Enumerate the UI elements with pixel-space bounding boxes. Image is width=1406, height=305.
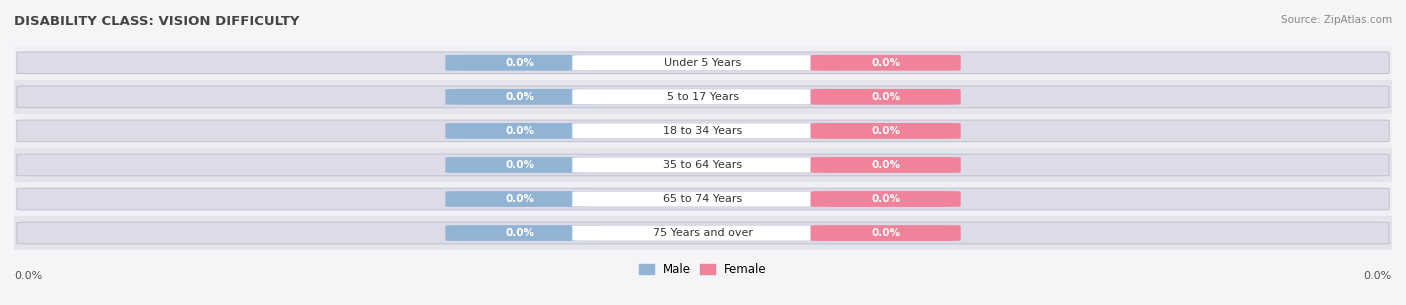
FancyBboxPatch shape [446, 123, 596, 139]
Text: 0.0%: 0.0% [506, 126, 534, 136]
Text: 35 to 64 Years: 35 to 64 Years [664, 160, 742, 170]
FancyBboxPatch shape [446, 89, 596, 105]
FancyBboxPatch shape [572, 89, 834, 105]
Text: 0.0%: 0.0% [506, 92, 534, 102]
FancyBboxPatch shape [17, 120, 1389, 142]
Text: DISABILITY CLASS: VISION DIFFICULTY: DISABILITY CLASS: VISION DIFFICULTY [14, 15, 299, 28]
Text: 0.0%: 0.0% [1364, 271, 1392, 281]
FancyBboxPatch shape [446, 191, 596, 207]
Text: 18 to 34 Years: 18 to 34 Years [664, 126, 742, 136]
FancyBboxPatch shape [572, 191, 834, 207]
FancyBboxPatch shape [810, 123, 960, 139]
FancyBboxPatch shape [17, 154, 1389, 176]
FancyBboxPatch shape [17, 188, 1389, 210]
FancyBboxPatch shape [17, 222, 1389, 244]
Text: 0.0%: 0.0% [872, 194, 900, 204]
Text: 0.0%: 0.0% [872, 126, 900, 136]
FancyBboxPatch shape [572, 225, 834, 241]
Bar [14, 114, 1392, 148]
Bar [14, 80, 1392, 114]
Text: 0.0%: 0.0% [872, 160, 900, 170]
Text: 0.0%: 0.0% [872, 58, 900, 68]
FancyBboxPatch shape [810, 225, 960, 241]
Text: Under 5 Years: Under 5 Years [665, 58, 741, 68]
Text: 0.0%: 0.0% [506, 58, 534, 68]
Text: 5 to 17 Years: 5 to 17 Years [666, 92, 740, 102]
FancyBboxPatch shape [446, 55, 596, 71]
Text: 0.0%: 0.0% [872, 92, 900, 102]
Text: 75 Years and over: 75 Years and over [652, 228, 754, 238]
FancyBboxPatch shape [572, 157, 834, 173]
FancyBboxPatch shape [810, 191, 960, 207]
FancyBboxPatch shape [810, 55, 960, 71]
Text: 0.0%: 0.0% [506, 160, 534, 170]
Bar [14, 148, 1392, 182]
FancyBboxPatch shape [17, 86, 1389, 108]
Text: 65 to 74 Years: 65 to 74 Years [664, 194, 742, 204]
Text: 0.0%: 0.0% [506, 228, 534, 238]
Text: 0.0%: 0.0% [872, 228, 900, 238]
Bar [14, 216, 1392, 250]
Text: 0.0%: 0.0% [506, 194, 534, 204]
Text: 0.0%: 0.0% [14, 271, 42, 281]
FancyBboxPatch shape [17, 52, 1389, 74]
Legend: Male, Female: Male, Female [634, 259, 772, 281]
FancyBboxPatch shape [446, 225, 596, 241]
FancyBboxPatch shape [446, 157, 596, 173]
Bar [14, 182, 1392, 216]
FancyBboxPatch shape [572, 55, 834, 71]
Bar [14, 46, 1392, 80]
FancyBboxPatch shape [810, 157, 960, 173]
FancyBboxPatch shape [572, 123, 834, 139]
Text: Source: ZipAtlas.com: Source: ZipAtlas.com [1281, 15, 1392, 25]
FancyBboxPatch shape [810, 89, 960, 105]
